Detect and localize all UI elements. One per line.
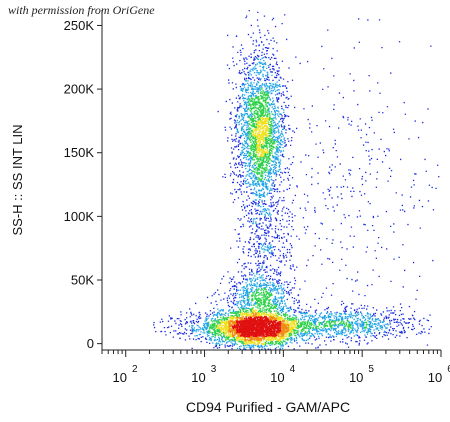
x-tick-label: 10 (428, 370, 442, 385)
x-ticks: 10 2 10 3 10 4 10 5 10 6 (101, 350, 450, 385)
x-tick-exponent: 2 (132, 364, 138, 375)
x-tick-exponent: 3 (211, 364, 217, 375)
x-axis-label: CD94 Purified - GAM/APC (186, 399, 350, 415)
y-axis-label: SS-H :: SS INT LIN (10, 124, 25, 235)
x-tick-exponent: 5 (368, 364, 374, 375)
event-dots-density-5 (232, 316, 282, 338)
x-tick-exponent: 6 (447, 364, 450, 375)
x-tick-exponent: 4 (290, 364, 296, 375)
event-dots-density-3 (216, 117, 298, 346)
x-tick-label: 10 (270, 370, 284, 385)
y-ticks: 0 50K 100K 150K 200K 250K (64, 18, 102, 351)
x-tick-label: 10 (112, 370, 126, 385)
y-tick-label: 250K (64, 18, 95, 33)
watermark: with permission from OriGene (8, 3, 155, 17)
events-layer (153, 10, 440, 351)
x-tick-label: 10 (191, 370, 205, 385)
y-tick-label: 100K (64, 209, 95, 224)
event-dots-density-0 (153, 10, 440, 351)
y-tick-label: 200K (64, 82, 95, 97)
y-tick-label: 50K (71, 273, 94, 288)
event-dots-density-4 (228, 312, 290, 342)
event-dots-density-1 (188, 57, 389, 350)
y-tick-label: 0 (87, 336, 94, 351)
event-dots-density-2 (208, 88, 369, 346)
x-tick-label: 10 (349, 370, 363, 385)
y-tick-label: 150K (64, 145, 95, 160)
